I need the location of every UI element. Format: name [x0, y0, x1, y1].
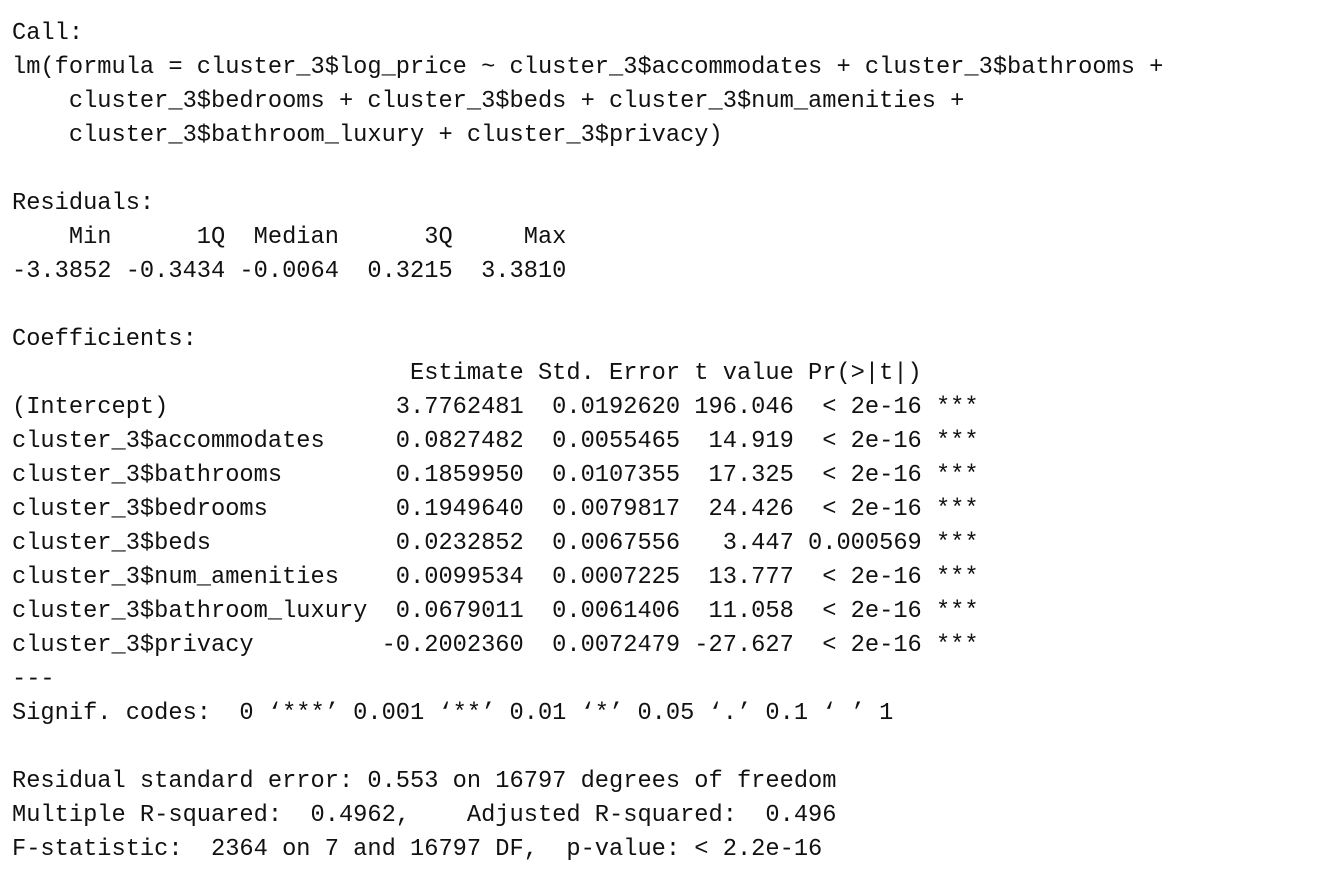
coefficients-header: Estimate Std. Error t value Pr(>|t|) [12, 360, 979, 387]
call-line: cluster_3$bedrooms + cluster_3$beds + cl… [12, 88, 979, 115]
coefficient-row: cluster_3$beds 0.0232852 0.0067556 3.447… [12, 530, 979, 557]
coefficient-row: cluster_3$bathroom_luxury 0.0679011 0.00… [12, 598, 979, 625]
call-label: Call: [12, 20, 84, 47]
summary-line: Multiple R-squared: 0.4962, Adjusted R-s… [12, 802, 851, 829]
coefficients-label: Coefficients: [12, 326, 197, 353]
separator: --- [12, 666, 55, 693]
residuals-values: -3.3852 -0.3434 -0.0064 0.3215 3.3810 [12, 258, 581, 285]
coefficients-rows: (Intercept) 3.7762481 0.0192620 196.046 … [12, 391, 1178, 663]
signif-codes: Signif. codes: 0 ‘***’ 0.001 ‘**’ 0.01 ‘… [12, 700, 894, 727]
model-summary: Residual standard error: 0.553 on 16797 … [12, 765, 1178, 867]
console-output: Call: lm(formula = cluster_3$log_price ~… [12, 17, 1178, 867]
summary-line: F-statistic: 2364 on 7 and 16797 DF, p-v… [12, 836, 823, 863]
coefficient-row: cluster_3$privacy -0.2002360 0.0072479 -… [12, 632, 979, 659]
residuals-label: Residuals: [12, 190, 155, 217]
summary-line: Residual standard error: 0.553 on 16797 … [12, 768, 837, 795]
coefficient-row: (Intercept) 3.7762481 0.0192620 196.046 … [12, 394, 979, 421]
coefficient-row: cluster_3$num_amenities 0.0099534 0.0007… [12, 564, 979, 591]
coefficient-row: cluster_3$accommodates 0.0827482 0.00554… [12, 428, 979, 455]
call-line: cluster_3$bathroom_luxury + cluster_3$pr… [12, 122, 723, 149]
coefficient-row: cluster_3$bedrooms 0.1949640 0.0079817 2… [12, 496, 979, 523]
residuals-header: Min 1Q Median 3Q Max [12, 224, 581, 251]
coefficient-row: cluster_3$bathrooms 0.1859950 0.0107355 … [12, 462, 979, 489]
call-line: lm(formula = cluster_3$log_price ~ clust… [12, 54, 1178, 81]
